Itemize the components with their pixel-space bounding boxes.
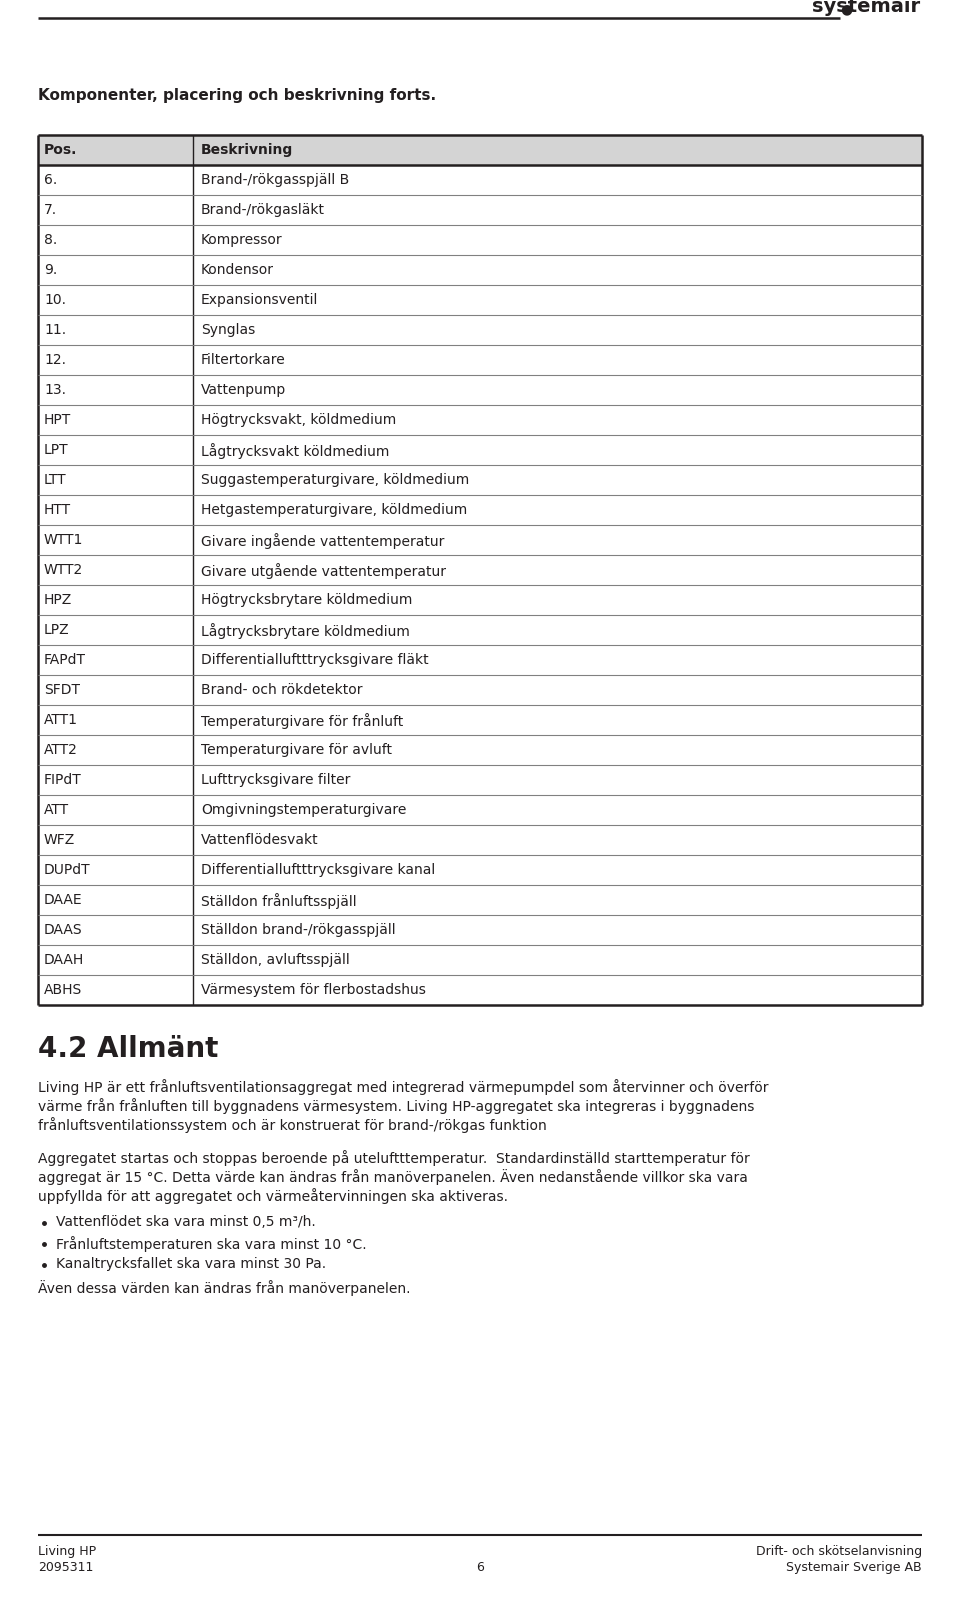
Text: Givare ingående vattentemperatur: Givare ingående vattentemperatur	[201, 532, 444, 548]
Text: WTT1: WTT1	[44, 532, 84, 547]
Text: ATT2: ATT2	[44, 744, 78, 756]
Text: FIPdT: FIPdT	[44, 772, 82, 787]
Text: uppfyllda för att aggregatet och värmeåtervinningen ska aktiveras.: uppfyllda för att aggregatet och värmeåt…	[38, 1188, 508, 1204]
Text: Drift- och skötselanvisning: Drift- och skötselanvisning	[756, 1545, 922, 1557]
Text: 11.: 11.	[44, 323, 66, 337]
Text: Vattenflödesvakt: Vattenflödesvakt	[201, 833, 319, 847]
Text: 12.: 12.	[44, 353, 66, 368]
Text: Högtrycksbrytare köldmedium: Högtrycksbrytare köldmedium	[201, 593, 413, 608]
Text: Filtertorkare: Filtertorkare	[201, 353, 286, 368]
Text: aggregat är 15 °C. Detta värde kan ändras från manöverpanelen. Även nedanstående: aggregat är 15 °C. Detta värde kan ändra…	[38, 1169, 748, 1185]
Text: Lufttrycksgivare filter: Lufttrycksgivare filter	[201, 772, 350, 787]
Text: Expansionsventil: Expansionsventil	[201, 293, 319, 307]
Text: WFZ: WFZ	[44, 833, 75, 847]
Text: 4.2 Allmänt: 4.2 Allmänt	[38, 1035, 218, 1063]
Text: Ställdon frånluftsspjäll: Ställdon frånluftsspjäll	[201, 892, 356, 908]
Text: LTT: LTT	[44, 473, 66, 488]
Text: Givare utgående vattentemperatur: Givare utgående vattentemperatur	[201, 563, 446, 579]
Text: Hetgastemperaturgivare, köldmedium: Hetgastemperaturgivare, köldmedium	[201, 504, 468, 516]
Text: DAAE: DAAE	[44, 892, 83, 907]
Text: Även dessa värden kan ändras från manöverpanelen.: Även dessa värden kan ändras från manöve…	[38, 1281, 411, 1295]
Text: 8.: 8.	[44, 233, 58, 246]
Text: Systemair Sverige AB: Systemair Sverige AB	[786, 1561, 922, 1573]
Text: 13.: 13.	[44, 384, 66, 397]
Text: DAAS: DAAS	[44, 923, 83, 937]
Text: HPZ: HPZ	[44, 593, 72, 608]
Text: LPZ: LPZ	[44, 624, 70, 636]
Text: 6.: 6.	[44, 173, 58, 187]
Text: systemair: systemair	[812, 0, 920, 16]
Text: Beskrivning: Beskrivning	[201, 142, 293, 157]
Text: Differentialluftttrycksgivare fläkt: Differentialluftttrycksgivare fläkt	[201, 652, 428, 667]
Text: 6: 6	[476, 1561, 484, 1573]
Text: Ställdon, avluftsspjäll: Ställdon, avluftsspjäll	[201, 953, 349, 967]
Text: Omgivningstemperaturgivare: Omgivningstemperaturgivare	[201, 803, 406, 817]
Text: 9.: 9.	[44, 262, 58, 277]
Text: Kanaltrycksfallet ska vara minst 30 Pa.: Kanaltrycksfallet ska vara minst 30 Pa.	[56, 1257, 326, 1271]
Text: Brand-/rökgasläkt: Brand-/rökgasläkt	[201, 203, 325, 217]
Text: Brand-/rökgasspjäll B: Brand-/rökgasspjäll B	[201, 173, 349, 187]
Text: WTT2: WTT2	[44, 563, 84, 577]
Text: Frånluftstemperaturen ska vara minst 10 °C.: Frånluftstemperaturen ska vara minst 10 …	[56, 1236, 367, 1252]
Text: Temperaturgivare för avluft: Temperaturgivare för avluft	[201, 744, 392, 756]
Text: Kompressor: Kompressor	[201, 233, 282, 246]
Text: Suggastemperaturgivare, köldmedium: Suggastemperaturgivare, köldmedium	[201, 473, 469, 488]
Text: DAAH: DAAH	[44, 953, 84, 967]
Text: SFDT: SFDT	[44, 683, 80, 697]
Text: Brand- och rökdetektor: Brand- och rökdetektor	[201, 683, 363, 697]
Text: 7.: 7.	[44, 203, 58, 217]
Text: Vattenflödet ska vara minst 0,5 m³/h.: Vattenflödet ska vara minst 0,5 m³/h.	[56, 1215, 316, 1230]
Text: Differentialluftttrycksgivare kanal: Differentialluftttrycksgivare kanal	[201, 863, 435, 876]
Text: FAPdT: FAPdT	[44, 652, 86, 667]
Text: DUPdT: DUPdT	[44, 863, 90, 876]
Text: Living HP är ett frånluftsventilationsaggregat med integrerad värmepumpdel som å: Living HP är ett frånluftsventilationsag…	[38, 1079, 769, 1095]
Text: ●: ●	[840, 2, 852, 16]
Text: LPT: LPT	[44, 443, 68, 457]
Text: Vattenpump: Vattenpump	[201, 384, 286, 397]
Text: 10.: 10.	[44, 293, 66, 307]
Text: HPT: HPT	[44, 413, 71, 427]
Text: Pos.: Pos.	[44, 142, 78, 157]
Text: frånluftsventilationssystem och är konstruerat för brand-/rökgas funktion: frånluftsventilationssystem och är konst…	[38, 1118, 547, 1134]
Text: Komponenter, placering och beskrivning forts.: Komponenter, placering och beskrivning f…	[38, 88, 436, 102]
Text: värme från frånluften till byggnadens värmesystem. Living HP-aggregatet ska inte: värme från frånluften till byggnadens vä…	[38, 1099, 755, 1115]
Text: Temperaturgivare för frånluft: Temperaturgivare för frånluft	[201, 713, 403, 729]
Text: Ställdon brand-/rökgasspjäll: Ställdon brand-/rökgasspjäll	[201, 923, 396, 937]
Bar	[38, 134, 922, 165]
Text: Lågtrycksbrytare köldmedium: Lågtrycksbrytare köldmedium	[201, 624, 410, 640]
Text: 2095311: 2095311	[38, 1561, 93, 1573]
Text: Synglas: Synglas	[201, 323, 255, 337]
Text: Värmesystem för flerbostadshus: Värmesystem för flerbostadshus	[201, 983, 426, 998]
Text: Högtrycksvakt, köldmedium: Högtrycksvakt, köldmedium	[201, 413, 396, 427]
Text: HTT: HTT	[44, 504, 71, 516]
Text: Kondensor: Kondensor	[201, 262, 274, 277]
Text: ATT1: ATT1	[44, 713, 78, 728]
Text: Lågtrycksvakt köldmedium: Lågtrycksvakt köldmedium	[201, 443, 390, 459]
Text: ABHS: ABHS	[44, 983, 83, 998]
Text: Living HP: Living HP	[38, 1545, 96, 1557]
Text: Aggregatet startas och stoppas beroende på uteluftttemperatur.  Standardinställd: Aggregatet startas och stoppas beroende …	[38, 1150, 750, 1166]
Text: ATT: ATT	[44, 803, 69, 817]
